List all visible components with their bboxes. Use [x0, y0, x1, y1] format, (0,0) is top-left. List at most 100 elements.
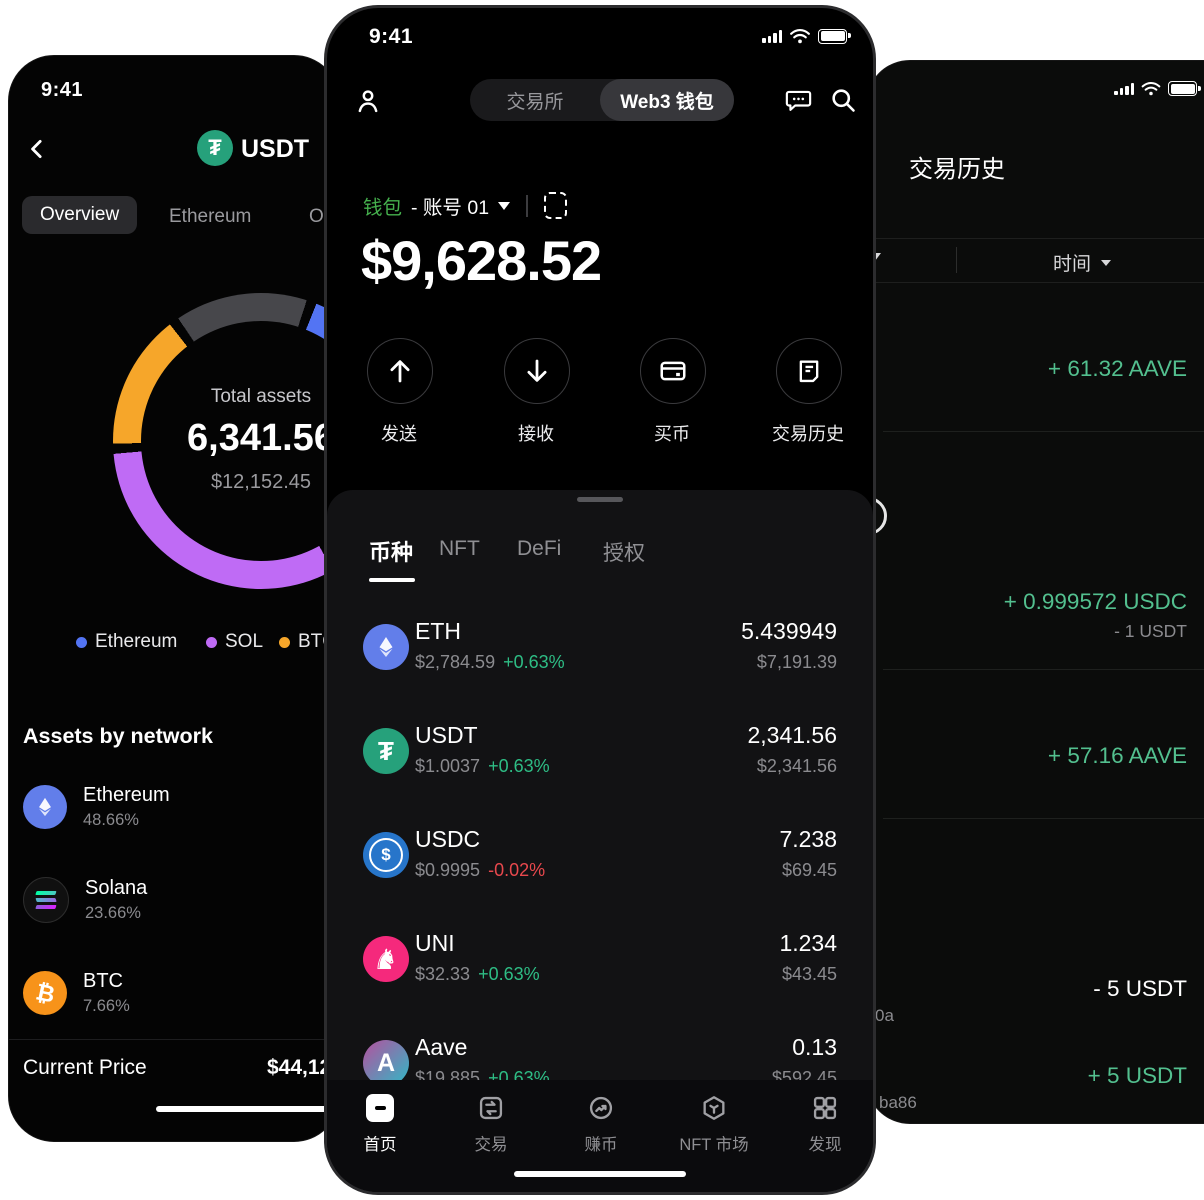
- arrow-down-icon: [504, 338, 570, 404]
- legend-item-ethereum: Ethereum: [76, 631, 177, 653]
- nav-discover[interactable]: 发现: [770, 1094, 873, 1155]
- account-label[interactable]: - 账号 01: [411, 197, 490, 219]
- token-symbol: Aave: [415, 1034, 468, 1060]
- buy-crypto-button[interactable]: [640, 338, 706, 404]
- tx-divider: [883, 431, 1204, 432]
- page-title: 交易历史: [909, 156, 1005, 183]
- token-price-change: $1.0037 +0.63%: [415, 756, 550, 776]
- address-fragment: ba86: [879, 1093, 917, 1112]
- network-name: Ethereum: [83, 784, 170, 806]
- token-row-usdc[interactable]: $ USDC $0.9995 -0.02% 7.238 $69.45: [327, 816, 873, 916]
- tx-history-label: 交易历史: [772, 424, 844, 444]
- aave-icon: A: [363, 1040, 409, 1086]
- token-amount: 0.13: [792, 1034, 837, 1060]
- exchange-wallet-toggle: 交易所 Web3 钱包: [470, 79, 734, 121]
- token-price-change: $0.9995 -0.02%: [415, 860, 546, 880]
- token-symbol: ETH: [415, 618, 461, 644]
- nav-home[interactable]: 首页: [327, 1094, 435, 1155]
- sheet-drag-handle[interactable]: [577, 497, 623, 502]
- address-fragment: 0a: [875, 1006, 894, 1025]
- search-icon[interactable]: [829, 86, 857, 119]
- back-icon[interactable]: [25, 136, 51, 167]
- tx-amount[interactable]: + 61.32 AAVE: [1047, 356, 1187, 381]
- tab-defi[interactable]: DeFi: [517, 537, 562, 560]
- solana-icon: [23, 877, 69, 923]
- tx-divider: [883, 818, 1204, 819]
- tab-ethereum[interactable]: Ethereum: [169, 206, 252, 227]
- usdc-icon: $: [363, 832, 409, 878]
- footer-divider: [9, 1039, 339, 1040]
- token-value: $7,191.39: [756, 652, 837, 672]
- bitcoin-icon: ₿: [23, 971, 67, 1015]
- network-pct: 7.66%: [83, 997, 130, 1015]
- token-row-eth[interactable]: ETH $2,784.59 +0.63% 5.439949 $7,191.39: [327, 608, 873, 708]
- tx-amount[interactable]: + 0.999572 USDC: [1003, 589, 1187, 614]
- filter-row-top-divider: [867, 238, 1204, 239]
- nav-nft-market[interactable]: NFT 市场: [659, 1094, 769, 1155]
- center-status-time: 9:41: [369, 25, 414, 48]
- bottom-nav: 首页 交易 赚币 NFT 市场 发现: [327, 1080, 873, 1192]
- assets-sheet: [327, 490, 873, 1192]
- home-indicator: [156, 1106, 339, 1112]
- right-status-icons: [1114, 81, 1201, 96]
- filter-divider: [956, 247, 957, 273]
- chat-icon[interactable]: [784, 86, 813, 119]
- segment-exchange[interactable]: 交易所: [506, 91, 564, 113]
- network-row-btc[interactable]: ₿ BTC 7.66%: [23, 970, 130, 1016]
- token-price-change: $32.33 +0.63%: [415, 964, 540, 984]
- battery-icon: [1168, 81, 1201, 96]
- nav-earn[interactable]: 赚币: [546, 1094, 656, 1155]
- battery-icon: [818, 28, 851, 44]
- network-name: BTC: [83, 970, 123, 992]
- left-status-time: 9:41: [41, 79, 84, 101]
- chevron-down-icon[interactable]: [498, 201, 511, 210]
- tab-approvals[interactable]: 授权: [603, 542, 645, 565]
- tx-sub-amount: - 1 USDT: [1114, 621, 1187, 641]
- legend-dot-sol: [206, 636, 217, 648]
- time-filter-dropdown[interactable]: 时间: [1053, 249, 1112, 276]
- scan-qr-icon[interactable]: [543, 192, 567, 219]
- receive-button[interactable]: [504, 338, 570, 404]
- tab-nft[interactable]: NFT: [439, 537, 480, 560]
- tab-overview[interactable]: Overview: [22, 196, 138, 234]
- wallet-account-row: 钱包 - 账号 01: [363, 191, 567, 220]
- arrow-up-icon: [367, 338, 433, 404]
- profile-icon[interactable]: [354, 87, 382, 120]
- token-row-uni[interactable]: ♞ UNI $32.33 +0.63% 1.234 $43.45: [327, 920, 873, 1020]
- usdt-icon: ₮: [363, 728, 409, 774]
- network-name: Solana: [85, 877, 148, 899]
- tx-amount[interactable]: + 57.16 AAVE: [1047, 743, 1187, 768]
- filter-row-bottom-divider: [867, 282, 1204, 283]
- tab-partial[interactable]: O: [309, 206, 324, 227]
- token-amount: 7.238: [779, 826, 837, 852]
- token-value: $2,341.56: [756, 756, 837, 776]
- uni-icon: ♞: [363, 936, 409, 982]
- tx-amount[interactable]: + 5 USDT: [1087, 1063, 1187, 1088]
- tx-divider: [883, 669, 1204, 670]
- token-amount: 5.439949: [741, 618, 837, 644]
- token-amount: 2,341.56: [747, 722, 837, 748]
- tx-amount[interactable]: - 5 USDT: [1093, 976, 1187, 1001]
- tether-icon: ₮: [197, 130, 233, 166]
- earn-icon: [589, 1096, 613, 1120]
- token-symbol: USDC: [415, 826, 481, 852]
- signal-icon: [762, 29, 782, 43]
- network-row-ethereum[interactable]: Ethereum 48.66%: [23, 784, 170, 830]
- token-symbol: USDT: [415, 722, 478, 748]
- ethereum-icon: [23, 785, 67, 829]
- tx-history-button[interactable]: [776, 338, 842, 404]
- network-pct: 48.66%: [83, 811, 139, 829]
- network-row-solana[interactable]: Solana 23.66%: [23, 877, 147, 923]
- send-button[interactable]: [367, 338, 433, 404]
- token-row-usdt[interactable]: ₮ USDT $1.0037 +0.63% 2,341.56 $2,341.56: [327, 712, 873, 812]
- signal-icon: [1114, 82, 1134, 95]
- center-phone: 9:41 交易所 Web3 钱包 钱包 - 账号 01 $9,: [324, 5, 876, 1195]
- tab-coins[interactable]: 币种: [369, 540, 414, 565]
- donut-total-value: 6,341.56: [187, 417, 335, 459]
- wifi-icon: [1141, 81, 1161, 96]
- discover-icon: [813, 1096, 837, 1120]
- segment-web3-wallet[interactable]: Web3 钱包: [600, 79, 734, 121]
- token-amount: 1.234: [779, 930, 837, 956]
- nav-trade[interactable]: 交易: [436, 1094, 546, 1155]
